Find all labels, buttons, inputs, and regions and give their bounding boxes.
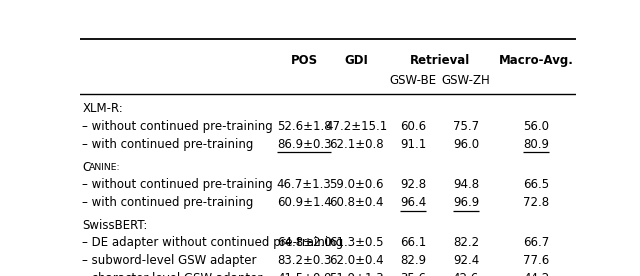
Text: 51.9±1.3: 51.9±1.3 bbox=[330, 272, 384, 276]
Text: 83.2±0.3: 83.2±0.3 bbox=[277, 254, 332, 267]
Text: 60.8±0.4: 60.8±0.4 bbox=[330, 196, 384, 209]
Text: 62.1±0.8: 62.1±0.8 bbox=[330, 138, 384, 151]
Text: 94.8: 94.8 bbox=[453, 178, 479, 191]
Text: 66.1: 66.1 bbox=[400, 237, 426, 250]
Text: – with continued pre-training: – with continued pre-training bbox=[83, 138, 254, 151]
Text: 46.7±1.3: 46.7±1.3 bbox=[277, 178, 332, 191]
Text: C: C bbox=[83, 161, 91, 174]
Text: 42.6: 42.6 bbox=[452, 272, 479, 276]
Text: – without continued pre-training: – without continued pre-training bbox=[83, 178, 273, 191]
Text: 60.6: 60.6 bbox=[400, 120, 426, 133]
Text: 92.4: 92.4 bbox=[452, 254, 479, 267]
Text: XLM-R:: XLM-R: bbox=[83, 102, 124, 115]
Text: POS: POS bbox=[291, 54, 317, 67]
Text: 91.1: 91.1 bbox=[400, 138, 426, 151]
Text: ANINE:: ANINE: bbox=[89, 163, 120, 172]
Text: 60.9±1.4: 60.9±1.4 bbox=[277, 196, 332, 209]
Text: 92.8: 92.8 bbox=[400, 178, 426, 191]
Text: – with continued pre-training: – with continued pre-training bbox=[83, 196, 254, 209]
Text: – DE adapter without continued pre-training: – DE adapter without continued pre-train… bbox=[83, 237, 344, 250]
Text: 96.0: 96.0 bbox=[453, 138, 479, 151]
Text: 80.9: 80.9 bbox=[524, 138, 549, 151]
Text: 59.0±0.6: 59.0±0.6 bbox=[330, 178, 384, 191]
Text: 72.8: 72.8 bbox=[524, 196, 549, 209]
Text: 52.6±1.8: 52.6±1.8 bbox=[277, 120, 332, 133]
Text: 41.5±0.9: 41.5±0.9 bbox=[277, 272, 332, 276]
Text: 82.9: 82.9 bbox=[400, 254, 426, 267]
Text: Retrieval: Retrieval bbox=[410, 54, 470, 67]
Text: – without continued pre-training: – without continued pre-training bbox=[83, 120, 273, 133]
Text: 64.8±2.0: 64.8±2.0 bbox=[277, 237, 332, 250]
Text: GSW-ZH: GSW-ZH bbox=[442, 75, 490, 87]
Text: 56.0: 56.0 bbox=[524, 120, 549, 133]
Text: 86.9±0.3: 86.9±0.3 bbox=[277, 138, 332, 151]
Text: 44.2: 44.2 bbox=[523, 272, 550, 276]
Text: GDI: GDI bbox=[345, 54, 369, 67]
Text: 96.4: 96.4 bbox=[400, 196, 426, 209]
Text: 96.9: 96.9 bbox=[452, 196, 479, 209]
Text: 82.2: 82.2 bbox=[453, 237, 479, 250]
Text: 66.5: 66.5 bbox=[524, 178, 549, 191]
Text: 62.0±0.4: 62.0±0.4 bbox=[330, 254, 384, 267]
Text: – subword-level GSW adapter: – subword-level GSW adapter bbox=[83, 254, 257, 267]
Text: GSW-BE: GSW-BE bbox=[390, 75, 437, 87]
Text: Macro-Avg.: Macro-Avg. bbox=[499, 54, 573, 67]
Text: 35.6: 35.6 bbox=[400, 272, 426, 276]
Text: SwissBERT:: SwissBERT: bbox=[83, 219, 148, 232]
Text: 66.7: 66.7 bbox=[523, 237, 550, 250]
Text: 47.2±15.1: 47.2±15.1 bbox=[326, 120, 388, 133]
Text: 75.7: 75.7 bbox=[453, 120, 479, 133]
Text: 61.3±0.5: 61.3±0.5 bbox=[330, 237, 384, 250]
Text: – character-level GSW adapter: – character-level GSW adapter bbox=[83, 272, 263, 276]
Text: 77.6: 77.6 bbox=[523, 254, 550, 267]
